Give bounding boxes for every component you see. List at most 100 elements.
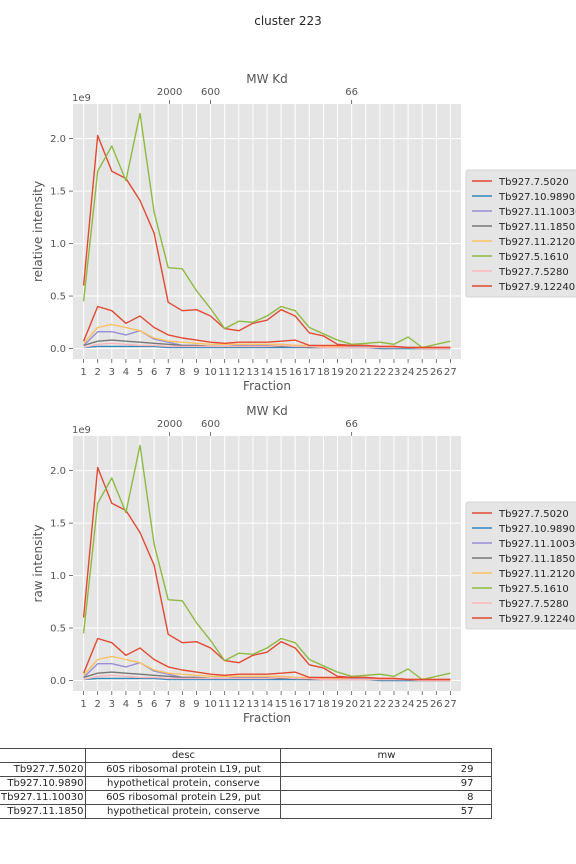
table-cell: 29 — [280, 762, 493, 777]
x-tick-label: 24 — [402, 699, 415, 710]
x-tick-label: 18 — [317, 367, 330, 378]
x-tick-label: 18 — [317, 699, 330, 710]
legend-label: Tb927.7.5020 — [498, 177, 569, 188]
x-tick-label: 26 — [430, 699, 443, 710]
x-tick-label: 11 — [218, 367, 231, 378]
legend-label: Tb927.11.10030 — [498, 539, 576, 550]
y-scale-label: 1e9 — [72, 93, 91, 104]
x-tick-label: 23 — [388, 699, 401, 710]
legend-label: Tb927.10.9890 — [498, 524, 575, 535]
figure-title: cluster 223 — [254, 14, 322, 28]
top-tick-label: 2000 — [157, 87, 182, 98]
legend-box — [465, 501, 576, 630]
y-tick-label: 1.0 — [50, 239, 66, 250]
legend-label: Tb927.11.2120 — [498, 237, 575, 248]
top-tick-label: 600 — [201, 87, 220, 98]
x-tick-label: 4 — [123, 699, 129, 710]
x-tick-label: 19 — [331, 367, 344, 378]
x-tick-label: 14 — [261, 367, 274, 378]
x-tick-label: 22 — [374, 367, 387, 378]
axis-title: MW Kd — [246, 404, 288, 418]
axis-title: MW Kd — [246, 72, 288, 86]
y-tick-label: 2.0 — [50, 466, 66, 477]
x-tick-label: 12 — [232, 367, 245, 378]
series-line — [83, 342, 451, 350]
x-axis-label: Fraction — [243, 711, 291, 725]
y-tick-label: 0.5 — [50, 292, 66, 303]
series-line — [83, 677, 451, 682]
x-tick-label: 6 — [151, 367, 157, 378]
legend-label: Tb927.11.10030 — [498, 207, 576, 218]
x-tick-label: 13 — [247, 699, 260, 710]
x-tick-label: 16 — [289, 367, 302, 378]
x-tick-label: 1 — [80, 367, 86, 378]
x-tick-label: 25 — [416, 699, 429, 710]
x-tick-label: 12 — [232, 699, 245, 710]
y-tick-label: 1.0 — [50, 571, 66, 582]
x-tick-label: 9 — [193, 367, 199, 378]
x-tick-label: 11 — [218, 699, 231, 710]
y-tick-label: 0.0 — [50, 676, 66, 687]
table-cell: 60S ribosomal protein L29, put — [85, 790, 282, 805]
x-tick-label: 19 — [331, 699, 344, 710]
x-tick-label: 21 — [359, 699, 372, 710]
x-tick-label: 4 — [123, 367, 129, 378]
x-tick-label: 1 — [80, 699, 86, 710]
protein-table: desc mw Tb927.7.5020 60S ribosomal prote… — [0, 748, 493, 819]
top-tick-label: 600 — [201, 419, 220, 430]
legend-label: Tb927.7.5280 — [498, 599, 569, 610]
table-row: Tb927.11.10030 60S ribosomal protein L29… — [0, 790, 493, 805]
table-row: Tb927.7.5020 60S ribosomal protein L19, … — [0, 762, 493, 777]
table-header-row: desc mw — [0, 748, 493, 763]
table-cell: Tb927.10.9890 — [0, 776, 87, 791]
x-tick-label: 14 — [261, 699, 274, 710]
legend-label: Tb927.9.12240 — [498, 614, 575, 625]
top-tick-label: 2000 — [157, 419, 182, 430]
table-cell: 60S ribosomal protein L19, put — [85, 762, 282, 777]
table-cell: 8 — [280, 790, 493, 805]
legend-label: Tb927.11.2120 — [498, 569, 575, 580]
x-tick-label: 17 — [303, 367, 316, 378]
x-tick-label: 20 — [345, 699, 358, 710]
table-cell: 57 — [280, 804, 493, 819]
series-line — [82, 305, 451, 349]
legend-label: Tb927.11.1850 — [498, 222, 575, 233]
y-tick-label: 1.5 — [50, 187, 66, 198]
series-line — [82, 637, 451, 681]
x-tick-label: 3 — [109, 699, 115, 710]
table-cell: Tb927.7.5020 — [0, 762, 87, 777]
x-tick-label: 22 — [374, 699, 387, 710]
x-tick-label: 17 — [303, 699, 316, 710]
legend-label: Tb927.7.5020 — [498, 509, 569, 520]
series-line — [83, 345, 451, 350]
table-row: Tb927.10.9890 hypothetical protein, cons… — [0, 776, 493, 791]
table-header-cell: desc — [85, 748, 282, 763]
x-tick-label: 25 — [416, 367, 429, 378]
top-tick-label: 66 — [345, 87, 358, 98]
legend-label: Tb927.9.12240 — [498, 282, 575, 293]
x-tick-label: 27 — [444, 699, 457, 710]
x-tick-label: 2 — [95, 367, 101, 378]
table-cell: 97 — [280, 776, 493, 791]
x-tick-label: 13 — [247, 367, 260, 378]
table-cell: hypothetical protein, conserve — [85, 804, 282, 819]
legend-label: Tb927.5.1610 — [498, 252, 569, 263]
x-tick-label: 7 — [165, 699, 171, 710]
series-line — [82, 112, 451, 349]
x-tick-label: 24 — [402, 367, 415, 378]
x-tick-label: 23 — [388, 367, 401, 378]
y-tick-label: 0.0 — [50, 344, 66, 355]
top-tick-label: 66 — [345, 419, 358, 430]
y-scale-label: 1e9 — [72, 425, 91, 436]
y-axis-label: relative intensity — [31, 181, 45, 282]
y-tick-label: 2.0 — [50, 134, 66, 145]
legend-label: Tb927.5.1610 — [498, 584, 569, 595]
table-cell: Tb927.11.1850 — [0, 804, 87, 819]
x-tick-label: 15 — [275, 367, 288, 378]
x-tick-label: 6 — [151, 699, 157, 710]
legend-label: Tb927.7.5280 — [498, 267, 569, 278]
y-tick-label: 1.5 — [50, 519, 66, 530]
x-tick-label: 16 — [289, 699, 302, 710]
series-line — [82, 444, 451, 681]
table-row: Tb927.11.1850 hypothetical protein, cons… — [0, 804, 493, 819]
